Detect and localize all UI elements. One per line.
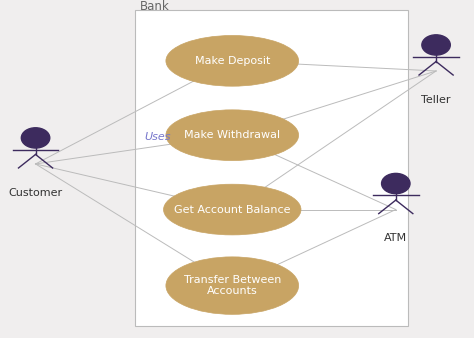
Circle shape [21, 128, 50, 148]
Text: Make Deposit: Make Deposit [194, 56, 270, 66]
Text: Customer: Customer [9, 188, 63, 198]
Circle shape [422, 35, 450, 55]
FancyBboxPatch shape [135, 10, 408, 326]
Ellipse shape [166, 35, 299, 86]
Ellipse shape [166, 110, 299, 161]
Ellipse shape [166, 257, 299, 314]
Ellipse shape [164, 184, 301, 235]
Text: Make Withdrawal: Make Withdrawal [184, 130, 280, 140]
Text: Transfer Between
Accounts: Transfer Between Accounts [183, 275, 281, 296]
Text: Teller: Teller [421, 95, 451, 105]
Text: ATM: ATM [384, 233, 407, 243]
Circle shape [382, 173, 410, 194]
Text: Uses: Uses [145, 132, 171, 142]
Text: Get Account Balance: Get Account Balance [174, 204, 291, 215]
Text: Bank: Bank [140, 0, 170, 13]
